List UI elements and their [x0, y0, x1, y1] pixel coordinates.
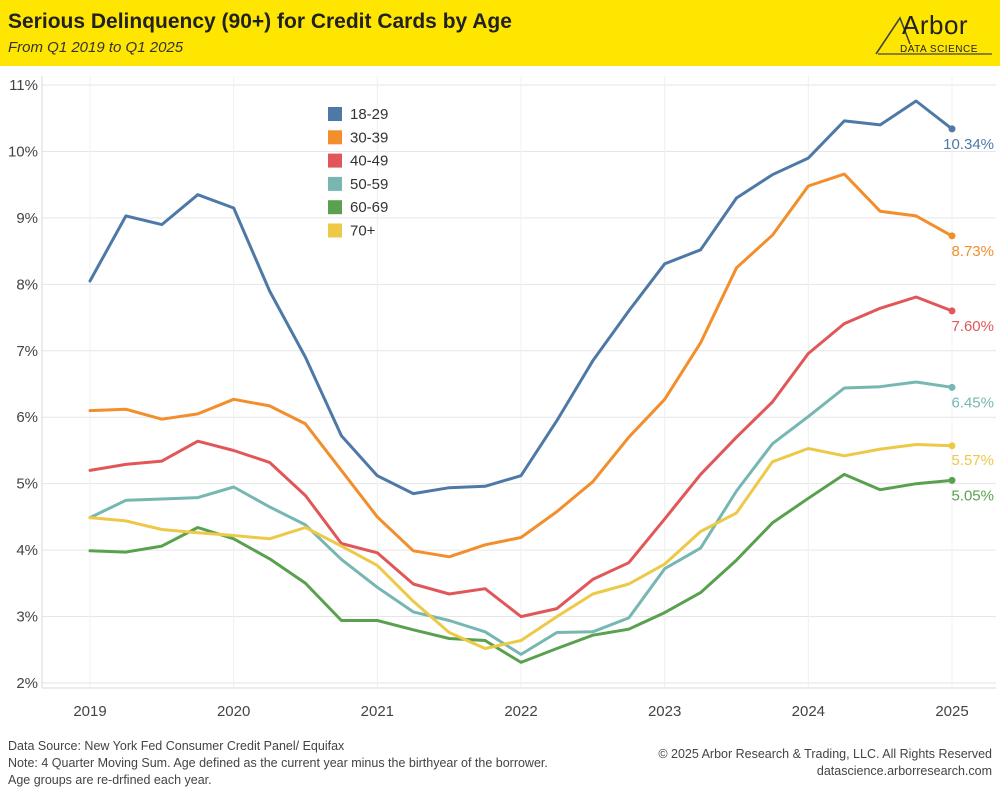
header-banner: Serious Delinquency (90+) for Credit Car… [0, 0, 1000, 66]
logo-mark-icon [875, 16, 992, 55]
series-line-30-39 [88, 172, 954, 559]
copyright-text: © 2025 Arbor Research & Trading, LLC. Al… [658, 747, 992, 761]
legend-label-50-59[interactable]: 50-59 [350, 176, 388, 193]
series-line-50-59 [88, 380, 954, 656]
end-point-60-69 [948, 476, 956, 484]
legend-label-70+[interactable]: 70+ [350, 223, 376, 240]
arbor-logo: Arbor DATA SCIENCE [870, 8, 994, 60]
footer-credits: © 2025 Arbor Research & Trading, LLC. Al… [658, 746, 992, 780]
y-tick-label: 6% [16, 409, 38, 426]
x-tick-label: 2020 [217, 703, 250, 720]
series-line-70+ [88, 443, 954, 650]
legend-swatch-60-69[interactable] [328, 200, 342, 215]
y-tick-label: 3% [16, 609, 38, 626]
y-tick-label: 8% [16, 276, 38, 293]
y-tick-label: 11% [9, 77, 38, 94]
end-point-30-39 [948, 232, 956, 240]
x-tick-label: 2025 [935, 703, 968, 720]
y-tick-label: 5% [16, 476, 38, 493]
x-tick-label: 2024 [792, 703, 825, 720]
x-tick-label: 2023 [648, 703, 681, 720]
methodology-note: Note: 4 Quarter Moving Sum. Age defined … [8, 756, 551, 787]
series-line-40-49 [88, 295, 954, 619]
legend-label-18-29[interactable]: 18-29 [350, 106, 388, 123]
end-point-40-49 [948, 307, 956, 315]
end-point-18-29 [948, 125, 956, 133]
end-value-label-60-69: 5.05% [951, 487, 994, 504]
legend-label-30-39[interactable]: 30-39 [350, 129, 388, 146]
x-tick-label: 2021 [361, 703, 394, 720]
logo-name: Arbor [902, 10, 969, 40]
series-line-18-29 [88, 99, 954, 496]
chart-subtitle: From Q1 2019 to Q1 2025 [8, 39, 184, 56]
end-value-label-50-59: 6.45% [951, 394, 994, 411]
end-value-label-40-49: 7.60% [951, 318, 994, 335]
legend-swatch-30-39[interactable] [328, 130, 342, 145]
end-value-label-30-39: 8.73% [951, 243, 994, 260]
legend-swatch-18-29[interactable] [328, 107, 342, 121]
chart-title: Serious Delinquency (90+) for Credit Car… [8, 10, 512, 33]
x-tick-label: 2022 [504, 703, 537, 720]
y-tick-label: 7% [16, 343, 38, 360]
data-source-note: Data Source: New York Fed Consumer Credi… [8, 739, 345, 753]
y-tick-label: 10% [8, 143, 38, 160]
y-tick-label: 9% [16, 210, 38, 227]
logo-subtitle: DATA SCIENCE [900, 44, 978, 55]
series-line-60-69 [88, 472, 954, 664]
website-link[interactable]: datascience.arborresearch.com [816, 764, 992, 778]
y-tick-label: 2% [16, 675, 38, 692]
y-tick-label: 4% [16, 542, 38, 559]
end-value-label-70+: 5.57% [951, 452, 994, 469]
line-chart: 2% 3% 4% 5% 6% 7% 8% 9% 10% 11% 2019 2020 2021 2022 20… [8, 76, 996, 720]
legend-label-60-69[interactable]: 60-69 [350, 199, 388, 216]
end-point-50-59 [948, 383, 956, 391]
footer-notes: Data Source: New York Fed Consumer Credi… [8, 738, 548, 789]
end-value-label-18-29: 10.34% [943, 136, 994, 153]
legend-swatch-40-49[interactable] [328, 153, 342, 168]
legend-swatch-50-59[interactable] [328, 176, 342, 191]
legend-label-40-49[interactable]: 40-49 [350, 153, 388, 170]
legend-swatch-70+[interactable] [328, 223, 342, 238]
x-tick-label: 2019 [73, 703, 106, 720]
end-point-70+ [948, 442, 956, 450]
